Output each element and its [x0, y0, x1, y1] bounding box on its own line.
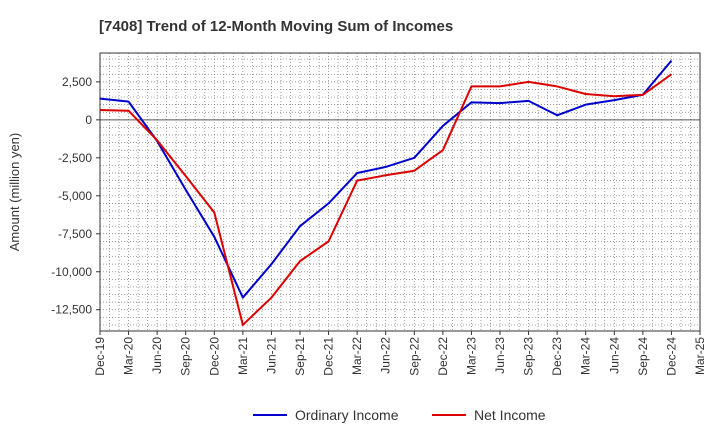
x-tick-label: Mar-21	[236, 337, 250, 375]
x-tick-label: Sep-21	[293, 337, 307, 376]
x-tick-label: Dec-21	[322, 337, 336, 376]
y-tick-label: -10,000	[51, 265, 92, 279]
y-tick-label: -7,500	[58, 227, 92, 241]
x-tick-label: Dec-23	[550, 337, 564, 376]
x-tick-label: Jun-23	[493, 337, 507, 374]
plot-frame	[99, 52, 701, 332]
chart-title: [7408] Trend of 12-Month Moving Sum of I…	[99, 18, 453, 35]
legend-label-ordinary-income: Ordinary Income	[295, 407, 399, 423]
y-tick-label: -5,000	[58, 189, 92, 203]
y-tick-label: 2,500	[62, 75, 92, 89]
x-tick-label: Jun-21	[264, 337, 278, 374]
y-tick-label: 0	[85, 113, 92, 127]
x-tick-label: Dec-19	[93, 337, 107, 376]
series-group	[99, 59, 673, 326]
x-axis-ticks: Dec-19 Mar-20 Jun-20 Sep-20 Dec-20 Mar-21 Jun-…	[93, 331, 707, 376]
x-tick-label: Jun-24	[607, 337, 621, 374]
y-tick-label: -12,500	[51, 303, 92, 317]
x-tick-label: Mar-20	[122, 337, 136, 375]
x-tick-label: Mar-22	[350, 337, 364, 375]
x-tick-label: Sep-22	[407, 337, 421, 376]
series-line-net-income	[99, 73, 673, 326]
x-tick-label: Jun-22	[379, 337, 393, 374]
x-tick-label: Dec-24	[664, 337, 678, 376]
legend-label-net-income: Net Income	[474, 407, 546, 423]
series-line-ordinary-income	[99, 59, 673, 299]
y-axis-label: Amount (million yen)	[7, 133, 22, 252]
x-tick-label: Sep-24	[636, 337, 650, 376]
x-tick-label: Sep-20	[179, 337, 193, 376]
y-axis-ticks: 2,500 0 -2,500 -5,000 -7,500 -10,000 -12,500	[51, 75, 100, 317]
grid	[100, 53, 700, 331]
x-tick-label: Dec-20	[207, 337, 221, 376]
x-tick-label: Jun-20	[150, 337, 164, 374]
x-tick-label: Dec-22	[436, 337, 450, 376]
x-tick-label: Mar-24	[579, 337, 593, 375]
x-tick-label: Mar-25	[693, 337, 707, 375]
y-tick-label: -2,500	[58, 151, 92, 165]
legend: Ordinary Income Net Income	[253, 407, 546, 423]
x-tick-label: Mar-23	[464, 337, 478, 375]
x-tick-label: Sep-23	[522, 337, 536, 376]
